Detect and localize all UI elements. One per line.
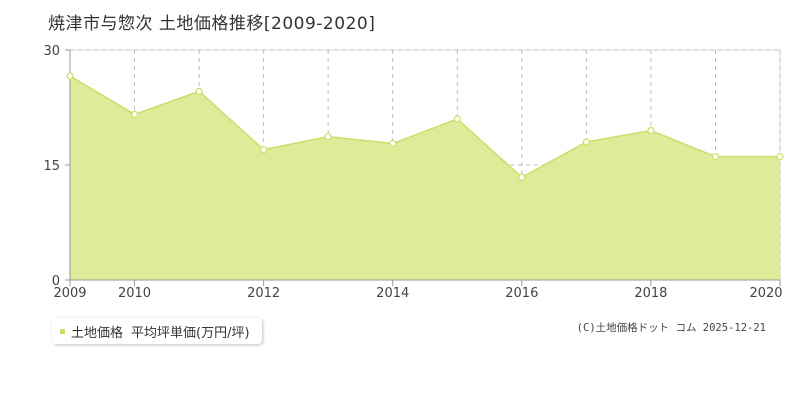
legend-swatch [60, 328, 65, 334]
legend-series-label: 土地価格 [71, 325, 124, 341]
x-tick-label: 2020 [749, 286, 782, 301]
x-tick-label: 2014 [376, 286, 409, 301]
area-layer [69, 75, 780, 280]
legend-unit-label: 平均坪単価(万円/坪) [131, 325, 250, 341]
label-layer: 0 15 30 2009 2010 2012 2014 2016 2018 2020 [43, 44, 782, 301]
data-point [66, 72, 74, 80]
y-tick-label: 30 [43, 44, 60, 59]
legend: 土地価格 平均坪単価(万円/坪) [52, 318, 262, 344]
marker-layer [66, 72, 784, 181]
x-tick-label: 2018 [634, 286, 667, 301]
data-point [195, 87, 203, 96]
x-tick-label: 2010 [118, 286, 151, 301]
y-tick-label: 0 [52, 274, 60, 289]
data-point [582, 138, 590, 146]
x-tick-label: 2012 [247, 286, 280, 301]
series-area [70, 76, 780, 280]
data-point [130, 110, 139, 119]
data-point [260, 146, 268, 154]
land-price-chart: 0 15 30 2009 2010 2012 2014 2016 2018 2020 [43, 44, 784, 301]
data-point [711, 152, 720, 161]
data-point [776, 152, 784, 161]
axis-layer [65, 49, 781, 286]
data-point [518, 173, 526, 181]
data-point [453, 115, 461, 123]
copyright-text: (C)土地価格ドット コム 2025-12-21 [576, 322, 766, 334]
y-tick-label: 15 [43, 159, 60, 174]
x-tick-label: 2016 [505, 286, 538, 301]
data-point [647, 126, 655, 135]
series-line [69, 75, 780, 179]
x-tick-label: 2009 [53, 286, 86, 301]
data-point [389, 139, 397, 148]
data-point [324, 133, 332, 141]
chart-title: 焼津市与惣次 土地価格推移[2009-2020] [48, 14, 376, 34]
